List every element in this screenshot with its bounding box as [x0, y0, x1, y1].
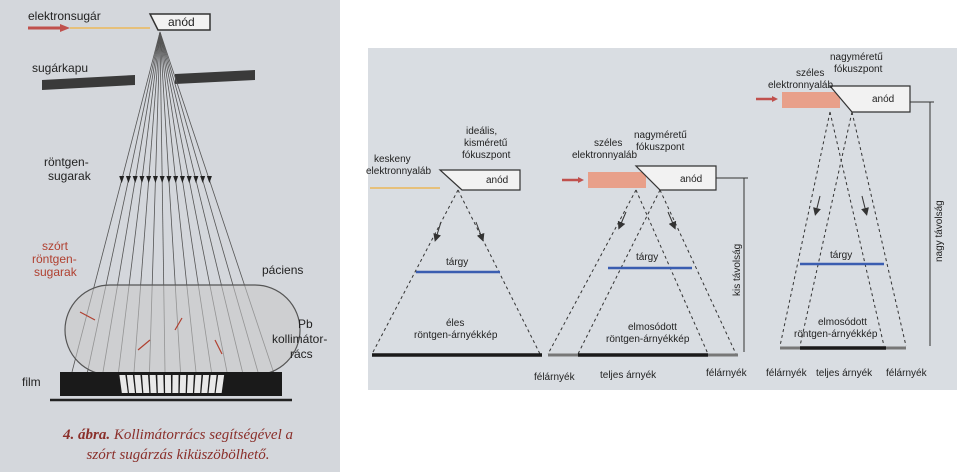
xray-arrowhead [186, 176, 192, 183]
d2-focus-label-1: nagyméretű [634, 130, 687, 141]
d1-beam-label-2: elektronnyaláb [366, 166, 431, 177]
anode-shape-3 [828, 85, 911, 113]
d3-distance-label: nagy távolság [934, 200, 945, 262]
anode-label: anód [168, 15, 195, 29]
d1-beam-label-1: keskeny [374, 154, 411, 165]
collimator-slot [134, 375, 143, 393]
d3-focus-label-1: nagyméretű [830, 52, 883, 63]
d2-focus-label-2: fókuszpont [636, 142, 685, 153]
d3-umbra-label: teljes árnyék [816, 368, 873, 379]
beam-gate-left [42, 75, 135, 90]
d2-beam-label-2: elektronnyaláb [572, 150, 637, 161]
collimator-slot [215, 375, 225, 393]
collimator-slot [194, 375, 202, 393]
d3-object-label: tárgy [830, 250, 852, 261]
collimator-slot [186, 375, 194, 393]
collimator-slot [157, 375, 164, 393]
xray-arrowhead [193, 176, 199, 183]
collimator-slot [164, 375, 172, 393]
xray-arrowhead [200, 176, 206, 183]
d1-object-label: tárgy [446, 257, 468, 268]
wide-beam-2 [588, 172, 646, 188]
collimator-slot [149, 375, 157, 393]
scatter-label-3: sugarak [34, 265, 78, 279]
collimator-slot [208, 375, 217, 393]
d3-shadow-label-2: röntgen-árnyékkép [794, 329, 878, 340]
left-diagram: elektronsugár anód sugárkapu röntgen- su… [22, 9, 327, 402]
diagram-large-focus-far: széles elektronnyaláb nagyméretű fókuszp… [756, 52, 945, 379]
xray-arrowhead [173, 176, 179, 183]
d2-penumbra-left-label: félárnyék [534, 372, 576, 383]
d3-shadow-label-1: elmosódott [818, 317, 867, 328]
pb-label-2: kollimátor- [272, 332, 327, 346]
pb-label-3: rács [290, 347, 313, 361]
d3-anode-label: anód [872, 94, 894, 105]
d2-object-label: tárgy [636, 252, 658, 263]
pb-label-1: Pb [298, 317, 313, 331]
caption-text-2: szórt sugárzás kiküszöbölhető. [86, 447, 270, 463]
xray-arrowhead [125, 176, 131, 183]
d1-focus-label-1: ideális, [466, 126, 497, 137]
d3-beam-label-2: elektronnyaláb [768, 80, 833, 91]
beam-gate-label: sugárkapu [32, 61, 88, 75]
xray-arrowhead [132, 176, 138, 183]
d2-shadow-label-1: elmosódott [628, 322, 677, 333]
anode-shape [148, 13, 211, 31]
collimator-slot [201, 375, 210, 393]
scatter-label-1: szórt [42, 239, 69, 253]
xray-arrowhead [166, 176, 172, 183]
collimator-slot [142, 375, 150, 393]
caption-label: 4. ábra. [63, 427, 111, 443]
scatter-label-2: röntgen- [32, 252, 77, 266]
d2-distance-label: kis távolság [732, 244, 743, 296]
d2-anode-label: anód [680, 174, 702, 185]
xray-arrowhead [119, 176, 125, 183]
beam-gate-right [175, 70, 255, 84]
d3-beam-label-1: széles [796, 68, 824, 79]
patient-label: páciens [262, 263, 303, 277]
d2-beam-label-1: széles [594, 138, 622, 149]
d3-focus-label-2: fókuszpont [834, 64, 883, 75]
figure-caption: 4. ábra. Kollimátorrács segítségével a s… [18, 425, 338, 465]
xray-arrowhead [139, 176, 145, 183]
wide-beam-3 [782, 92, 840, 108]
electron-beam-label: elektronsugár [28, 9, 101, 23]
xray-label-1: röntgen- [44, 155, 89, 169]
caption-text-1: Kollimátorrács segítségével a [113, 427, 293, 443]
d1-shadow-label-2: röntgen-árnyékkép [414, 330, 498, 341]
xray-label-2: sugarak [48, 169, 92, 183]
xray-arrowhead [152, 176, 158, 183]
scatter-arrows [79, 311, 223, 355]
collimator-slot [179, 375, 187, 393]
xray-arrowhead [179, 176, 185, 183]
film-label: film [22, 375, 41, 389]
collimator-slot [119, 375, 128, 393]
collimator-slot [172, 375, 179, 393]
d1-focus-label-3: fókuszpont [462, 150, 511, 161]
collimator-slots [119, 375, 225, 393]
anode-shape-1 [438, 169, 521, 191]
anode-shape-2 [634, 165, 717, 191]
d1-focus-label-2: kisméretű [464, 138, 508, 149]
d2-umbra-label: teljes árnyék [600, 370, 657, 381]
diagram-small-focus: keskeny elektronnyaláb ideális, kisméret… [366, 126, 542, 357]
xray-arrowhead [146, 176, 152, 183]
diagram-large-focus-near: széles elektronnyaláb nagyméretű fókuszp… [534, 130, 748, 383]
d3-penumbra-right-label: félárnyék [886, 368, 928, 379]
patient-ellipse [64, 284, 301, 376]
d1-anode-label: anód [486, 175, 508, 186]
d1-shadow-label-1: éles [446, 318, 464, 329]
d3-penumbra-left-label: félárnyék [766, 368, 808, 379]
collimator-slot [126, 375, 135, 393]
d2-shadow-label-2: röntgen-árnyékkép [606, 334, 690, 345]
xray-arrowhead [206, 176, 212, 183]
d2-penumbra-right-label: félárnyék [706, 368, 748, 379]
xray-arrowhead [159, 176, 165, 183]
